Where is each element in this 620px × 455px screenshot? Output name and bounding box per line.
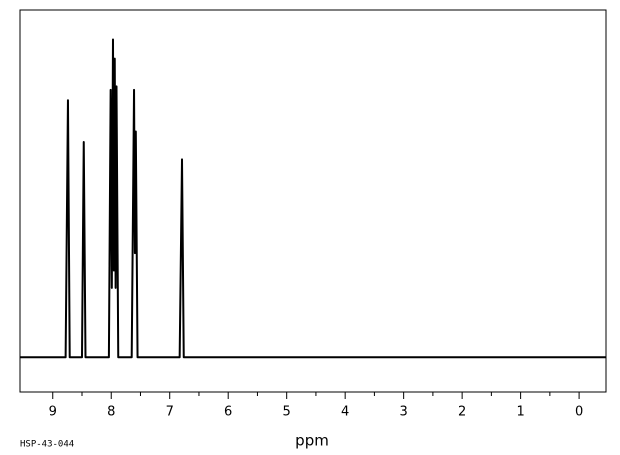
sample-code: HSP-43-044 — [20, 440, 74, 450]
spectrum-line — [20, 38, 606, 359]
x-tick-label: 3 — [400, 405, 408, 420]
x-tick-label: 7 — [166, 405, 174, 420]
x-tick-label: 9 — [49, 405, 57, 420]
x-tick-label: 4 — [341, 405, 349, 420]
plot-frame — [19, 9, 607, 393]
x-tick-label: 0 — [575, 405, 583, 420]
x-tick-label: 2 — [458, 405, 466, 420]
x-tick-label: 5 — [283, 405, 291, 420]
x-tick-label: 1 — [516, 405, 524, 420]
x-axis-label: ppm — [295, 432, 329, 450]
x-tick-label: 6 — [224, 405, 232, 420]
x-tick-label: 8 — [107, 405, 115, 420]
